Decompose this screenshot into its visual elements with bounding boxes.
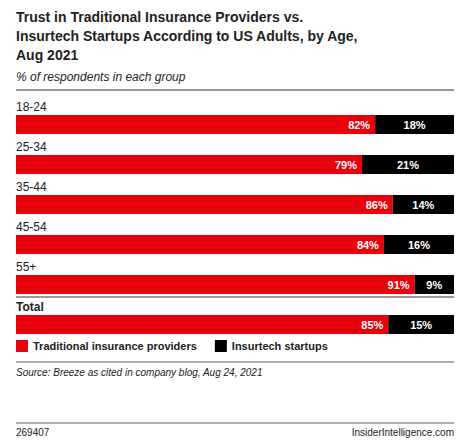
subtitle: % of respondents in each group	[16, 70, 186, 84]
title: Trust in Traditional Insurance Providers…	[16, 9, 357, 63]
category-label: 55+	[16, 260, 36, 274]
category-label: 35-44	[16, 180, 47, 194]
data-label: 85%	[361, 319, 383, 331]
legend-entry: Traditional insurance providers	[33, 340, 197, 352]
bar-segment	[16, 115, 375, 134]
bar-segment	[393, 195, 454, 214]
category-label: 18-24	[16, 100, 47, 114]
category-label: 45-54	[16, 220, 47, 234]
rule	[16, 423, 454, 424]
bar-segment	[16, 315, 388, 334]
bar-segment	[16, 235, 384, 254]
bars	[16, 115, 454, 334]
data-label: 9%	[426, 279, 442, 291]
data-label: 14%	[412, 199, 434, 211]
rule	[16, 362, 454, 363]
data-label: 91%	[388, 279, 410, 291]
data-label: 86%	[366, 199, 388, 211]
data-label: 15%	[410, 319, 432, 331]
bar-segment	[388, 315, 454, 334]
legend-entry: Insurtech startups	[232, 340, 328, 352]
category-label: Total	[16, 300, 44, 314]
chart: Trust in Traditional Insurance Providers…	[0, 0, 470, 443]
data-label: 84%	[357, 239, 379, 251]
footnote: 269407	[16, 427, 50, 438]
data-label: 16%	[408, 239, 430, 251]
bar-segment	[16, 195, 393, 214]
legend-swatch	[215, 340, 227, 352]
title-line: Trust in Traditional Insurance Providers…	[16, 9, 303, 25]
bar-segment	[415, 275, 454, 294]
data-label: 79%	[335, 159, 357, 171]
bar-segment	[16, 275, 415, 294]
title-line: Insurtech Startups According to US Adult…	[16, 28, 357, 44]
source: Source: Breeze as cited in company blog,…	[16, 367, 262, 378]
bar-segment	[16, 155, 362, 174]
category-label: 25-34	[16, 140, 47, 154]
legend-swatch	[16, 340, 28, 352]
labels: 18-24 82% 18% 25-34 79% 21% 35-44 86% 14% 45-54 84…	[16, 100, 442, 331]
watermark: InsiderIntelligence.com	[352, 427, 454, 438]
rule	[16, 90, 454, 91]
bar-segment	[362, 155, 454, 174]
data-label: 21%	[397, 159, 419, 171]
separator	[16, 297, 454, 298]
title-line: Aug 2021	[16, 47, 78, 63]
bar-segment	[384, 235, 454, 254]
data-label: 18%	[404, 119, 426, 131]
data-label: 82%	[348, 119, 370, 131]
bar-segment	[375, 115, 454, 134]
